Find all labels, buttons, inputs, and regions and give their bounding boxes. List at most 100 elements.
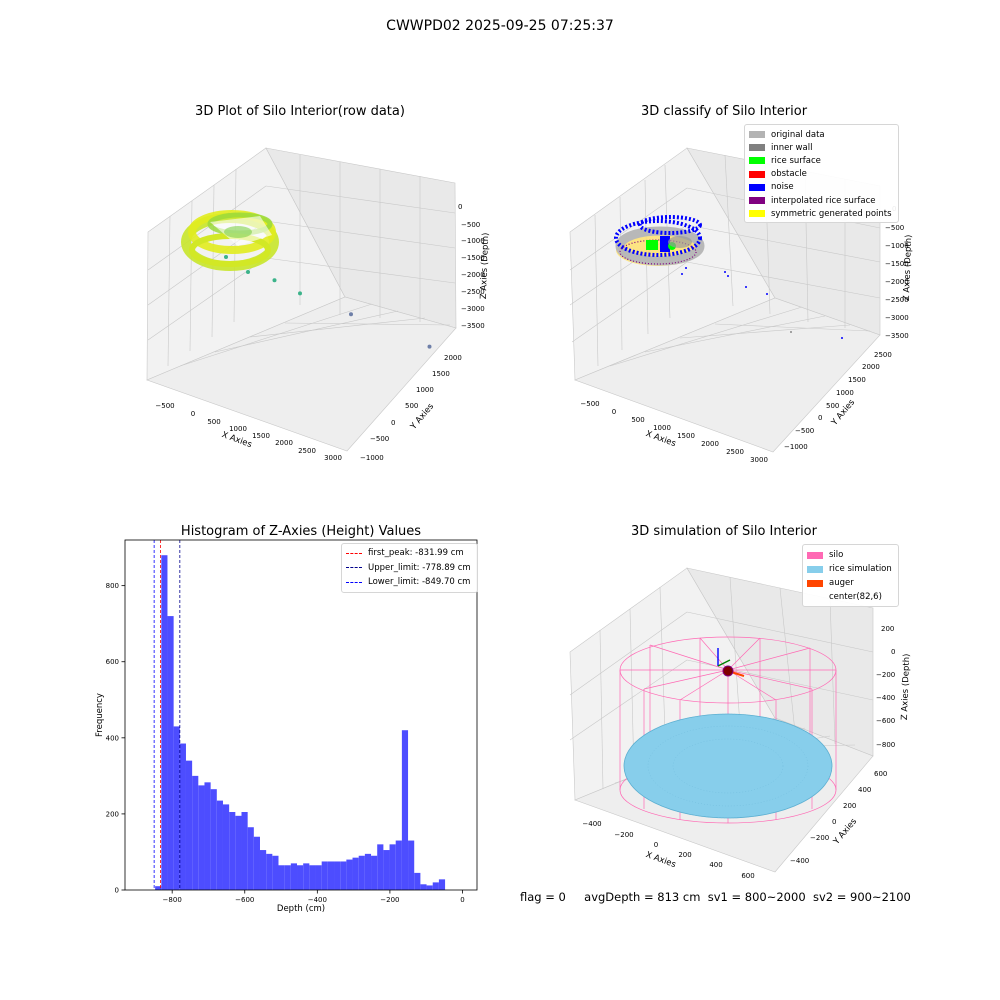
legend-label: silo [829,550,844,560]
histogram-bar [389,844,396,890]
legend-item-inner-wall: inner wall [749,141,892,154]
simulation-z-tick-labels: 200 0 −200 −400 −600 −800 [876,625,895,749]
raw-x-tick: 2000 [275,439,293,447]
simulation-z-tick: −800 [876,741,895,749]
classify-x-tick: 2500 [726,448,744,456]
sv1-text: sv1 = 800~2000 [707,890,806,904]
histogram-bar [167,616,174,890]
legend-label: original data [771,129,825,140]
raw-z-label: Z Axies (Depth) [479,232,491,299]
histogram-bar [408,840,415,890]
classify-z-tick: −3500 [885,332,909,340]
raw-outlier-point [246,270,250,274]
raw-z-tick: −2000 [461,271,485,279]
raw-outlier-point [224,255,228,259]
histogram-bar [371,855,378,890]
classify-x-tick: 500 [631,416,644,424]
histogram-x-tick-label: −200 [380,896,399,904]
legend-line [346,581,362,583]
raw-x-tick: 1500 [252,432,270,440]
histogram-bar [155,886,162,890]
histogram-x-ticks: −800 −600 −400 −200 0 [163,890,465,904]
raw-point-cloud [181,210,279,271]
figure-title: CWWPD02 2025-09-25 07:25:37 [386,18,614,34]
histogram-bar [315,865,322,890]
rice-simulation-surface [623,713,833,819]
raw-outlier-point [349,312,353,317]
histogram-bar [334,861,341,890]
histogram-bar [198,785,205,890]
raw-x-label: X Axies [220,430,253,450]
histogram-bar [278,865,285,890]
legend-item-rice-simulation: rice simulation [807,562,892,576]
simulation-y-tick: 0 [832,818,836,826]
simulation-plot-title: 3D simulation of Silo Interior [631,524,817,539]
histogram-y-tick-label: 0 [115,887,119,895]
raw-y-tick: 2000 [444,354,462,362]
classify-y-tick: 2500 [874,351,892,359]
raw-x-tick: 1000 [229,425,247,433]
classify-x-label: X Axies [644,429,677,449]
legend-label: interpolated rice surface [771,195,876,206]
classify-y-tick: −500 [795,427,814,435]
histogram-bar [161,555,168,890]
classify-noise-points [681,267,843,339]
flag-text: flag = 0 [520,890,566,904]
histogram-bar [272,855,279,890]
histogram-bar [358,855,365,890]
classify-x-tick-labels: −500 0 500 1000 1500 2000 2500 3000 [580,400,768,464]
legend-swatch [749,170,765,178]
raw-outlier-point [298,291,302,296]
classify-x-tick: 0 [612,408,616,416]
raw-x-tick: 2500 [298,447,316,455]
simulation-x-tick: 200 [678,851,691,859]
legend-item-silo: silo [807,548,892,562]
legend-item-center: center(82,6) [807,590,892,604]
legend-line [346,552,362,554]
histogram-y-ticks: 0 200 400 600 800 [106,582,125,895]
legend-item-symmetric-generated-points: symmetric generated points [749,207,892,220]
histogram-y-tick-label: 800 [106,582,119,590]
histogram-bar [241,812,248,890]
histogram-bars [155,555,446,890]
histogram-vlines [153,540,181,890]
raw-y-tick: 1000 [416,386,434,394]
legend-label: first_peak: -831.99 cm [368,548,464,559]
classify-y-tick: −1000 [784,443,808,451]
legend-swatch [749,144,765,152]
simulation-y-tick-labels: −400 −200 0 200 400 600 [790,770,887,865]
classify-plot-title: 3D classify of Silo Interior [640,104,808,119]
raw-z-tick: 0 [458,203,462,211]
histogram-bar [309,865,316,890]
raw-z-tick: −3500 [461,322,485,330]
classify-z-tick: −2000 [885,278,909,286]
histogram-bar [420,884,427,890]
legend-swatch [749,157,765,165]
classify-z-tick: −3000 [885,314,909,322]
histogram-bar [290,863,298,890]
simulation-x-tick: 0 [654,841,658,849]
raw-plot-title: 3D Plot of Silo Interior(row data) [195,104,405,119]
histogram-x-tick-label: 0 [460,896,464,904]
simulation-x-tick-labels: −400 −200 0 200 400 600 [582,820,754,880]
histogram-bar [247,827,254,890]
simulation-y-tick: −400 [790,857,809,865]
histogram-bar [383,850,390,890]
simulation-x-tick: 600 [741,872,754,880]
histogram-bar [192,775,199,890]
legend-swatch [749,210,765,218]
auger-marker [717,648,745,677]
raw-x-tick: 0 [191,410,195,418]
legend-label: obstacle [771,169,807,180]
raw-x-tick: 3000 [324,454,342,462]
raw-y-tick: 1500 [432,370,450,378]
raw-z-tick: −1500 [461,254,485,262]
simulation-y-tick: 200 [843,802,856,810]
raw-y-tick: 500 [405,402,418,410]
histogram-x-label: Depth (cm) [277,904,325,914]
raw-y-tick: −1000 [360,454,384,462]
histogram-bar [303,863,310,890]
classify-z-label: Z Axies (Depth) [902,234,914,301]
classify-y-tick: 0 [818,414,822,422]
